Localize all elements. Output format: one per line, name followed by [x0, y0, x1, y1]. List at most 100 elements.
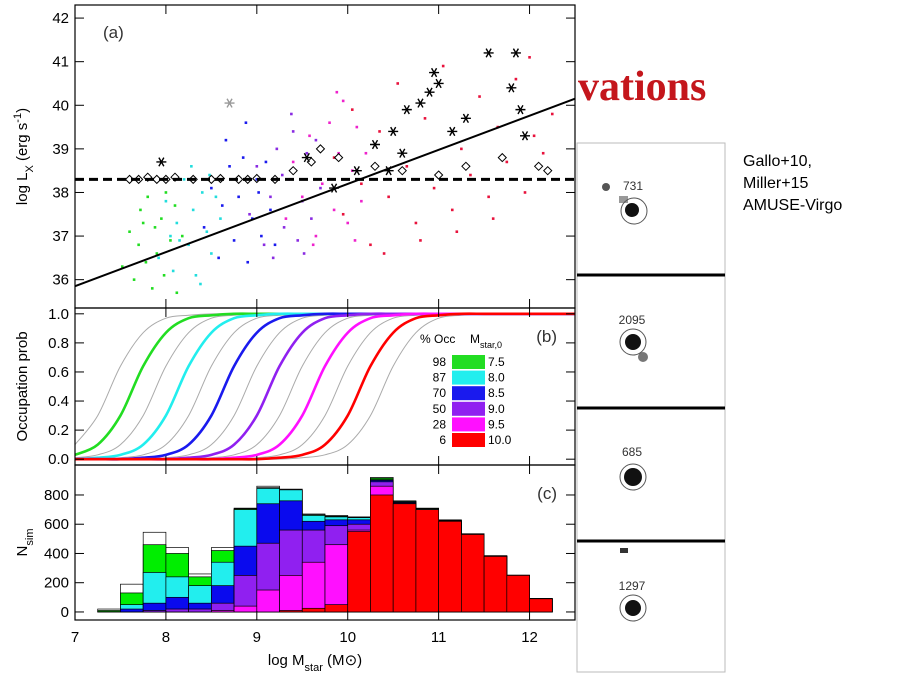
- legend-label: 9.5: [488, 417, 505, 431]
- y-tick-label: 0.8: [48, 335, 69, 352]
- point: [245, 121, 248, 124]
- point: [342, 100, 345, 103]
- legend-occupation: 70: [433, 386, 447, 400]
- thumb-label: 685: [622, 445, 642, 459]
- thumb-label: 2095: [619, 313, 646, 327]
- star: [515, 105, 525, 114]
- point: [378, 130, 381, 133]
- label-part: ⊙: [345, 652, 358, 669]
- point: [487, 196, 490, 199]
- diamond: [316, 145, 324, 153]
- hist-bar: [234, 606, 257, 612]
- diamond: [544, 167, 552, 175]
- star: [397, 149, 407, 158]
- point: [442, 65, 445, 68]
- y-tick-label: 0.0: [48, 451, 69, 468]
- point: [528, 56, 531, 59]
- hist-bar: [484, 556, 507, 612]
- y-tick-label: 0.2: [48, 422, 69, 439]
- legend-label: 9.0: [488, 402, 505, 416]
- legend-occupation: 87: [433, 371, 447, 385]
- point: [190, 165, 193, 168]
- point: [176, 222, 179, 225]
- point: [460, 148, 463, 151]
- hist-bar: [348, 532, 371, 612]
- hist-bar: [120, 609, 143, 612]
- point: [312, 243, 315, 246]
- thumb-label: 731: [623, 179, 643, 193]
- point: [237, 196, 240, 199]
- y-tick-label: 39: [52, 141, 69, 158]
- point: [201, 191, 204, 194]
- point: [225, 139, 228, 142]
- point: [248, 213, 251, 216]
- point: [424, 117, 427, 120]
- star: [156, 158, 166, 167]
- point: [217, 257, 220, 260]
- point: [406, 165, 409, 168]
- hist-bar: [280, 610, 303, 611]
- point: [321, 182, 324, 185]
- legend-occupation: 98: [433, 355, 447, 369]
- point: [469, 174, 472, 177]
- thumb-label: 1297: [619, 579, 646, 593]
- point: [336, 91, 339, 94]
- point: [172, 270, 175, 273]
- star: [429, 68, 439, 77]
- thumbnails: 731 2095 685 1297: [577, 143, 725, 672]
- legend-swatch: [452, 355, 485, 369]
- x-tick-label: 11: [431, 629, 447, 646]
- point: [292, 130, 295, 133]
- label-part: ): [14, 108, 31, 113]
- hist-bar: [416, 510, 439, 612]
- source-blob: [620, 548, 628, 553]
- legend-label: 8.0: [488, 371, 505, 385]
- axis-label: log Mstar (M⊙): [268, 652, 362, 674]
- star: [506, 84, 516, 93]
- point: [176, 291, 179, 294]
- label-part: log L: [14, 173, 31, 206]
- point: [265, 161, 268, 164]
- point: [306, 152, 309, 155]
- point: [165, 200, 168, 203]
- source-blob: [625, 334, 641, 350]
- y-tick-label: 0.4: [48, 393, 69, 410]
- point: [139, 209, 142, 212]
- diamond: [335, 154, 343, 162]
- point: [228, 165, 231, 168]
- point: [260, 235, 263, 238]
- legend-label: 8.5: [488, 386, 505, 400]
- legend-occupation: 50: [433, 402, 447, 416]
- point: [292, 161, 295, 164]
- star: [461, 114, 471, 123]
- point: [451, 209, 454, 212]
- point: [303, 252, 306, 255]
- label-part: M: [470, 332, 480, 346]
- hist-bar: [166, 609, 189, 612]
- hist-bar: [325, 545, 348, 612]
- y-tick-label: 0: [61, 604, 69, 621]
- star: [511, 49, 521, 58]
- point: [351, 108, 354, 111]
- source-blob: [625, 600, 641, 616]
- legend-header: % Occ: [420, 332, 455, 346]
- source-blob: [624, 468, 642, 486]
- point: [415, 222, 418, 225]
- point: [174, 204, 177, 207]
- source-blob: [602, 183, 610, 191]
- point: [163, 274, 166, 277]
- hist-bar: [257, 590, 280, 612]
- point: [360, 200, 363, 203]
- point: [456, 230, 459, 233]
- legend-header: Mstar,0: [470, 332, 502, 350]
- y-tick-label: 36: [52, 272, 69, 289]
- label-part: star: [305, 662, 324, 674]
- star: [370, 140, 380, 149]
- note: Gallo+10,: [743, 153, 812, 170]
- diamond: [435, 171, 443, 179]
